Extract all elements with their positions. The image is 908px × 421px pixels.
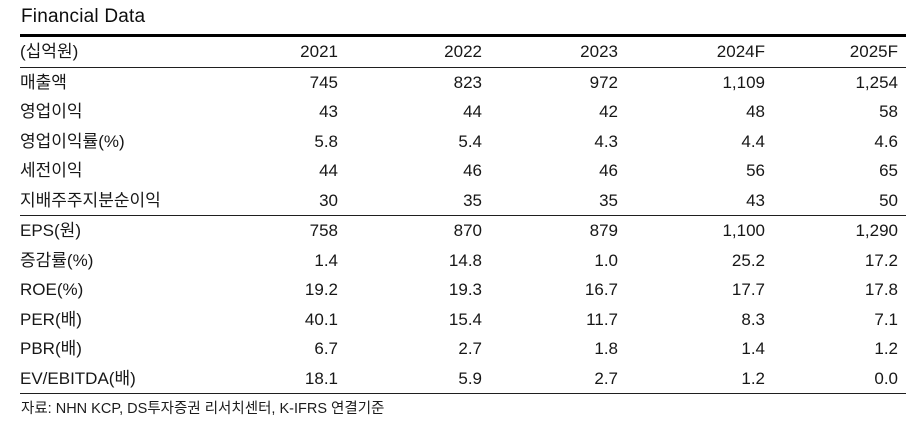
value-cell: 823 <box>453 72 482 92</box>
row-label: 지배주주지분순이익 <box>20 185 250 216</box>
value-cell: 5.8 <box>314 131 338 151</box>
value-cell: 972 <box>589 72 618 92</box>
value-cell: 17.8 <box>864 280 898 300</box>
table-row: ROE(%) 19.2 19.3 16.7 17.7 17.8 <box>20 275 906 305</box>
value-cell: 15.4 <box>448 309 482 329</box>
value-cell: 58 <box>879 102 898 122</box>
value-cell: 1.8 <box>594 339 618 359</box>
table-row: 지배주주지분순이익 30 35 35 43 50 <box>20 185 906 216</box>
value-cell: 870 <box>453 221 482 241</box>
source-note: 자료: NHN KCP, DS투자증권 리서치센터, K-IFRS 연결기준 <box>21 401 385 417</box>
unit-label: (십억원) <box>20 35 250 68</box>
value-cell: 16.7 <box>584 280 618 300</box>
value-cell: 40.1 <box>304 309 338 329</box>
value-cell: 1,290 <box>855 221 898 241</box>
value-cell: 5.9 <box>338 363 482 394</box>
table-row: EPS(원) 758 870 879 1,100 1,290 <box>20 216 906 246</box>
value-cell: 44 <box>463 102 482 122</box>
row-label: EPS(원) <box>20 221 81 241</box>
column-header-2024f: 2024F <box>618 35 765 68</box>
row-label: PER(배) <box>20 309 82 329</box>
value-cell: 1.2 <box>618 363 765 394</box>
row-label: ROE(%) <box>20 280 84 300</box>
value-cell: 1,100 <box>722 221 765 241</box>
value-cell: 2.7 <box>458 339 482 359</box>
row-label: 영업이익 <box>20 102 83 122</box>
financial-data-table: (십억원) 2021 2022 2023 2024F 2025F 매출액 745 8… <box>20 34 906 394</box>
row-label: 세전이익 <box>20 161 83 181</box>
value-cell: 1.4 <box>314 250 338 270</box>
value-cell: 35 <box>482 185 618 216</box>
value-cell: 43 <box>319 102 338 122</box>
row-label: PBR(배) <box>20 339 82 359</box>
value-cell: 5.4 <box>458 131 482 151</box>
table-row: 영업이익 43 44 42 48 58 <box>20 97 906 127</box>
value-cell: 46 <box>599 161 618 181</box>
value-cell: 30 <box>250 185 338 216</box>
value-cell: 65 <box>879 161 898 181</box>
value-cell: 48 <box>746 102 765 122</box>
value-cell: 17.2 <box>864 250 898 270</box>
page-title: Financial Data <box>21 6 146 27</box>
value-cell: 14.8 <box>448 250 482 270</box>
value-cell: 6.7 <box>314 339 338 359</box>
value-cell: 4.3 <box>594 131 618 151</box>
value-cell: 19.3 <box>448 280 482 300</box>
row-label: 영업이익률(%) <box>20 131 125 151</box>
value-cell: 11.7 <box>586 309 618 329</box>
value-cell: 46 <box>463 161 482 181</box>
value-cell: 56 <box>746 161 765 181</box>
value-cell: 25.2 <box>731 250 765 270</box>
value-cell: 17.7 <box>731 280 765 300</box>
value-cell: 18.1 <box>250 363 338 394</box>
column-header-2025f: 2025F <box>765 35 906 68</box>
value-cell: 879 <box>589 221 618 241</box>
value-cell: 2.7 <box>482 363 618 394</box>
financial-data-block: Financial Data (십억원) 2021 2022 2023 2024… <box>20 6 906 418</box>
table-row: PER(배) 40.1 15.4 11.7 8.3 7.1 <box>20 305 906 335</box>
table-row: 세전이익 44 46 46 56 65 <box>20 156 906 186</box>
value-cell: 44 <box>319 161 338 181</box>
column-header-2021: 2021 <box>250 35 338 68</box>
value-cell: 1.0 <box>594 250 618 270</box>
value-cell: 43 <box>618 185 765 216</box>
table-header-row: (십억원) 2021 2022 2023 2024F 2025F <box>20 35 906 68</box>
column-header-2023: 2023 <box>482 35 618 68</box>
value-cell: 1.4 <box>741 339 765 359</box>
table-row: PBR(배) 6.7 2.7 1.8 1.4 1.2 <box>20 334 906 364</box>
value-cell: 42 <box>599 102 618 122</box>
table-row: 증감률(%) 1.4 14.8 1.0 25.2 17.2 <box>20 246 906 276</box>
value-cell: 1.2 <box>874 339 898 359</box>
row-label: EV/EBITDA(배) <box>20 363 250 394</box>
value-cell: 35 <box>338 185 482 216</box>
value-cell: 1,254 <box>855 72 898 92</box>
table-row: EV/EBITDA(배) 18.1 5.9 2.7 1.2 0.0 <box>20 363 906 394</box>
value-cell: 50 <box>765 185 906 216</box>
value-cell: 7.1 <box>874 309 898 329</box>
value-cell: 19.2 <box>304 280 338 300</box>
value-cell: 745 <box>309 72 338 92</box>
row-label: 매출액 <box>20 72 67 92</box>
value-cell: 1,109 <box>722 72 765 92</box>
table-row: 영업이익률(%) 5.8 5.4 4.3 4.4 4.6 <box>20 127 906 157</box>
value-cell: 8.3 <box>741 309 765 329</box>
value-cell: 0.0 <box>765 363 906 394</box>
row-label: 증감률(%) <box>20 250 94 270</box>
value-cell: 4.6 <box>874 131 898 151</box>
column-header-2022: 2022 <box>338 35 482 68</box>
value-cell: 758 <box>309 221 338 241</box>
table-row: 매출액 745 823 972 1,109 1,254 <box>20 67 906 97</box>
value-cell: 4.4 <box>741 131 765 151</box>
